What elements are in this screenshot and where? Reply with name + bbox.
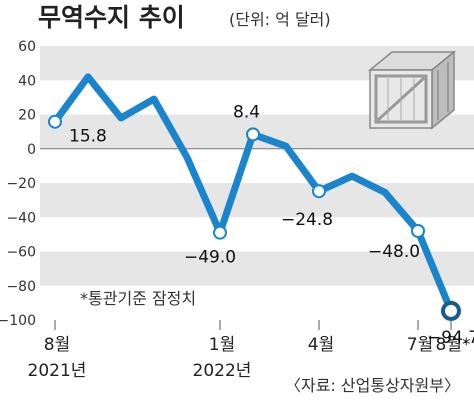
y-axis-ticks: 60 40 20 0 −20 −40 −60 −80 −100 [0, 39, 36, 329]
grid-band [40, 251, 474, 286]
data-label: 8.4 [233, 102, 260, 122]
y-tick-label: −20 [6, 176, 36, 192]
data-label: −49.0 [184, 248, 236, 268]
point-marker [246, 127, 260, 142]
point-markers [48, 114, 461, 321]
x-tick-label: 1월 [209, 335, 235, 355]
data-label: −48.0 [368, 242, 420, 262]
chart-title: 무역수지 추이 [38, 3, 185, 32]
x-tick-label: 7월 [407, 335, 433, 355]
y-tick-label: 20 [18, 108, 36, 124]
x-tick-year-label: 2022년 [193, 361, 252, 381]
provisional-note: *통관기준 잠정치 [80, 289, 196, 308]
y-tick-label: −40 [6, 210, 36, 226]
y-tick-label: 60 [18, 39, 36, 55]
data-label: 15.8 [69, 127, 107, 147]
y-tick-label: 40 [18, 73, 36, 89]
cargo-box-icon [367, 50, 457, 130]
y-tick-label: −80 [6, 279, 36, 295]
x-tick-label: 4월 [308, 335, 334, 355]
x-tick-label: 8월 [44, 335, 70, 355]
point-marker [441, 300, 461, 321]
x-tick-label: 8월* [436, 335, 471, 355]
x-tick-year-label: 2021년 [28, 361, 87, 381]
point-marker [48, 114, 62, 129]
data-label: −94.7 [427, 328, 474, 348]
data-label: −24.8 [281, 210, 333, 230]
y-tick-label: 0 [27, 142, 36, 158]
x-axis-ticks: 8월 2021년 1월 2022년 4월 7월 8월* [28, 320, 471, 381]
source-label: 〈자료: 산업통상자원부〉 [285, 376, 460, 395]
grid-band [40, 183, 474, 218]
unit-label: (단위: 억 달러) [229, 10, 331, 29]
y-tick-label: −100 [0, 313, 36, 329]
y-tick-label: −60 [6, 245, 36, 261]
point-marker [411, 223, 425, 238]
point-marker [213, 225, 227, 240]
point-marker [312, 184, 326, 199]
data-labels: 15.8 −49.0 8.4 −24.8 −48.0 −94.7 [69, 102, 474, 348]
